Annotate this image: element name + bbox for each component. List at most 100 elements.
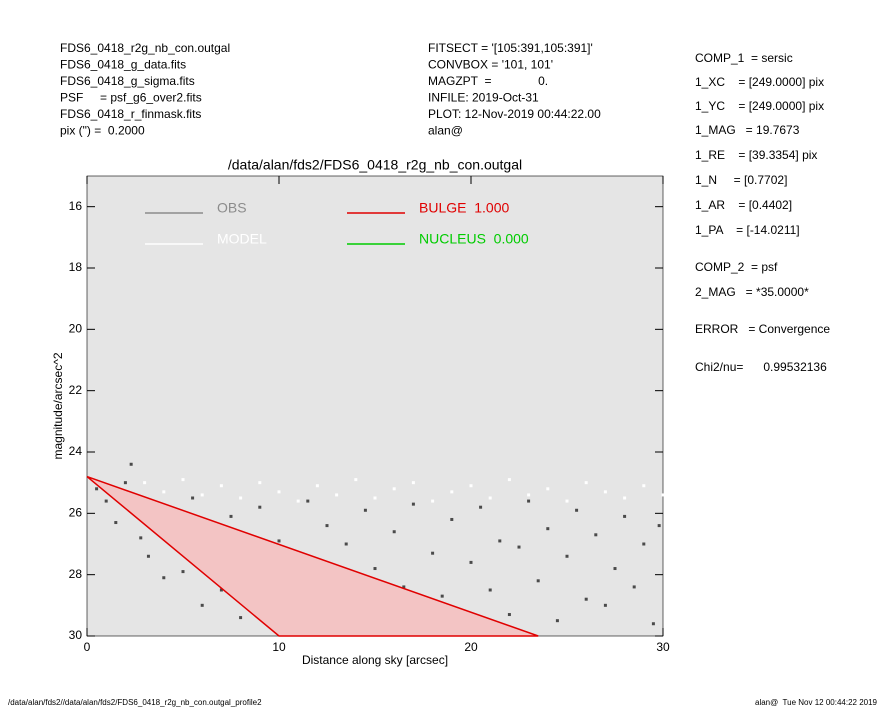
data-point xyxy=(258,505,262,509)
data-point xyxy=(306,499,310,503)
data-point xyxy=(546,527,550,531)
data-point xyxy=(277,539,281,543)
data-point xyxy=(469,560,473,564)
header-middle: alan@ xyxy=(428,124,463,138)
x-tick-label: 30 xyxy=(656,640,670,654)
data-point xyxy=(123,481,127,485)
data-point xyxy=(613,567,617,571)
data-point xyxy=(402,585,406,589)
header-right: ERROR = Convergence xyxy=(695,322,830,336)
y-tick-label: 30 xyxy=(69,628,83,642)
header-left: FDS6_0418_g_data.fits xyxy=(60,58,186,72)
header-right: 1_YC = [249.0000] pix xyxy=(695,99,824,113)
plot-area xyxy=(86,175,664,637)
data-point xyxy=(469,484,473,488)
data-point xyxy=(344,542,348,546)
chart-title: /data/alan/fds2/FDS6_0418_r2g_nb_con.out… xyxy=(228,157,522,173)
header-middle: CONVBOX = '101, 101' xyxy=(428,58,553,72)
x-tick-label: 20 xyxy=(464,640,478,654)
x-tick-label: 0 xyxy=(84,640,91,654)
data-point xyxy=(181,478,185,482)
data-point xyxy=(146,554,150,558)
data-point xyxy=(661,493,665,497)
data-point xyxy=(315,484,319,488)
header-middle: INFILE: 2019-Oct-31 xyxy=(428,91,539,105)
data-point xyxy=(392,487,396,491)
data-point xyxy=(200,603,204,607)
data-point xyxy=(565,554,569,558)
data-point xyxy=(411,481,415,485)
data-point xyxy=(162,490,166,494)
data-point xyxy=(517,545,521,549)
header-middle: MAGZPT = 0. xyxy=(428,74,548,88)
data-point xyxy=(632,585,636,589)
data-point xyxy=(642,484,646,488)
header-right: COMP_2 = psf xyxy=(695,260,778,274)
header-right: 2_MAG = *35.0000* xyxy=(695,285,809,299)
y-tick-label: 26 xyxy=(69,506,83,520)
header-left: PSF = psf_g6_over2.fits xyxy=(60,91,202,105)
data-point xyxy=(565,499,569,503)
legend-label: MODEL xyxy=(217,231,267,247)
legend-label: BULGE 1.000 xyxy=(419,200,509,216)
legend-label: NUCLEUS 0.000 xyxy=(419,231,529,247)
data-point xyxy=(239,496,243,500)
data-point xyxy=(507,478,511,482)
data-point xyxy=(219,484,223,488)
header-left: FDS6_0418_g_sigma.fits xyxy=(60,74,195,88)
data-point xyxy=(651,622,655,626)
data-point xyxy=(575,508,579,512)
data-point xyxy=(527,499,531,503)
header-left: pix (") = 0.2000 xyxy=(60,124,145,138)
data-point xyxy=(139,536,143,540)
data-point xyxy=(162,576,166,580)
y-tick-label: 22 xyxy=(69,383,83,397)
data-point xyxy=(258,481,262,485)
data-point xyxy=(450,490,454,494)
data-point xyxy=(603,603,607,607)
data-point xyxy=(104,499,108,503)
data-point xyxy=(129,462,133,466)
data-point xyxy=(363,508,367,512)
data-point xyxy=(392,530,396,534)
header-right: 1_N = [0.7702] xyxy=(695,173,787,187)
data-point xyxy=(546,487,550,491)
data-point xyxy=(488,588,492,592)
data-point xyxy=(325,524,329,528)
header-middle: FITSECT = '[105:391,105:391]' xyxy=(428,41,593,55)
x-axis-label: Distance along sky [arcsec] xyxy=(302,653,448,667)
data-point xyxy=(623,514,627,518)
data-point xyxy=(527,493,531,497)
data-point xyxy=(431,551,435,555)
data-point xyxy=(296,499,300,503)
data-point xyxy=(114,521,118,525)
y-tick-label: 24 xyxy=(69,444,83,458)
data-point xyxy=(373,567,377,571)
footer-left: /data/alan/fds2//data/alan/fds2/FDS6_041… xyxy=(8,698,262,707)
y-axis-label: magnitude/arcsec^2 xyxy=(51,352,65,459)
footer-right: alan@ Tue Nov 12 00:44:22 2019 xyxy=(755,698,878,707)
data-point xyxy=(642,542,646,546)
header-right: 1_RE = [39.3354] pix xyxy=(695,148,817,162)
data-point xyxy=(657,524,661,528)
data-point xyxy=(191,496,195,500)
data-point xyxy=(219,588,223,592)
bulge-area xyxy=(86,475,539,637)
x-tick-label: 10 xyxy=(272,640,286,654)
data-point xyxy=(335,493,339,497)
data-point xyxy=(450,517,454,521)
data-point xyxy=(95,487,99,491)
y-tick-label: 18 xyxy=(69,260,83,274)
data-point xyxy=(498,539,502,543)
data-point xyxy=(584,597,588,601)
data-point xyxy=(594,533,598,537)
data-point xyxy=(507,613,511,617)
header-right: 1_AR = [0.4402] xyxy=(695,198,792,212)
data-point xyxy=(229,514,233,518)
data-point xyxy=(488,496,492,500)
header-left: FDS6_0418_r_finmask.fits xyxy=(60,107,201,121)
data-point xyxy=(373,496,377,500)
data-point xyxy=(479,505,483,509)
data-point xyxy=(354,478,358,482)
